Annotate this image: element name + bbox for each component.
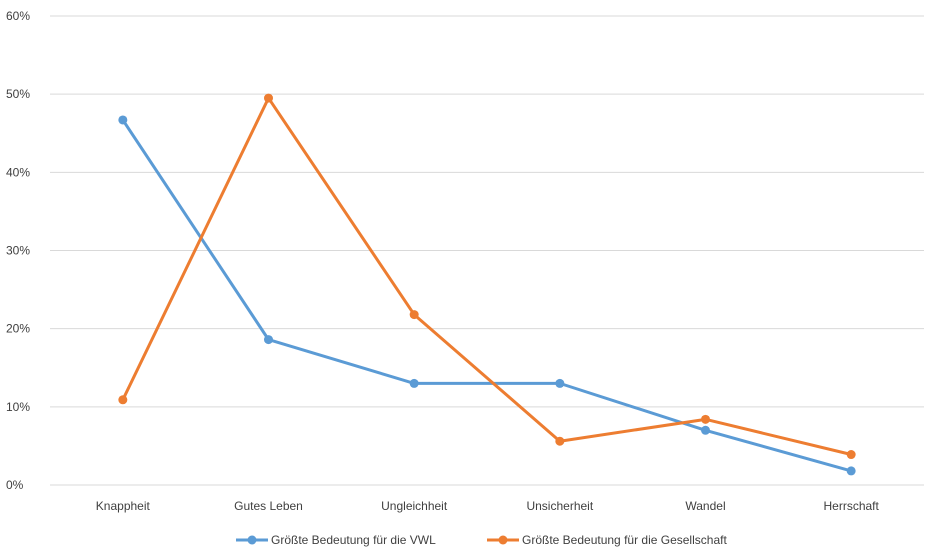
legend-marker: [247, 535, 257, 545]
y-tick-label: 10%: [6, 400, 30, 414]
y-tick-label: 0%: [6, 478, 24, 492]
x-tick-label: Gutes Leben: [234, 499, 303, 513]
legend: Größte Bedeutung für die VWL Größte Bedeu…: [236, 533, 727, 547]
data-point: [846, 450, 856, 460]
x-tick-label: Ungleichheit: [381, 499, 448, 513]
data-point: [555, 378, 565, 388]
data-point: [846, 466, 856, 476]
data-point: [409, 378, 419, 388]
y-tick-label: 20%: [6, 322, 30, 336]
data-point: [264, 335, 273, 345]
data-point: [701, 425, 710, 435]
series-lines: [118, 93, 856, 476]
data-point: [118, 115, 128, 125]
y-tick-label: 30%: [6, 244, 30, 258]
y-tick-label: 60%: [6, 9, 30, 23]
series-line: [121, 96, 853, 457]
data-point: [118, 395, 128, 405]
data-point: [555, 436, 565, 446]
legend-item: Größte Bedeutung für die VWL: [236, 533, 436, 547]
legend-label: Größte Bedeutung für die VWL: [271, 533, 436, 547]
x-tick-label: Wandel: [685, 499, 725, 513]
series-1: [118, 115, 856, 476]
legend-label: Größte Bedeutung für die Gesellschaft: [522, 533, 727, 547]
x-tick-label: Herrschaft: [823, 499, 879, 513]
x-tick-label: Unsicherheit: [526, 499, 593, 513]
data-point: [409, 310, 419, 320]
gridlines: [50, 15, 924, 486]
series-2: [118, 93, 856, 460]
legend-marker: [498, 535, 508, 545]
data-point: [264, 93, 273, 103]
data-point: [701, 414, 710, 424]
y-axis-ticks: 0% 10% 20% 30% 40% 50% 60%: [6, 9, 30, 492]
legend-item: Größte Bedeutung für die Gesellschaft: [487, 533, 727, 547]
y-tick-label: 50%: [6, 87, 30, 101]
x-axis-ticks: Knappheit Gutes Leben Ungleichheit Unsicher…: [96, 499, 880, 513]
x-tick-label: Knappheit: [96, 499, 151, 513]
y-tick-label: 40%: [6, 165, 30, 179]
series-line: [121, 118, 853, 473]
